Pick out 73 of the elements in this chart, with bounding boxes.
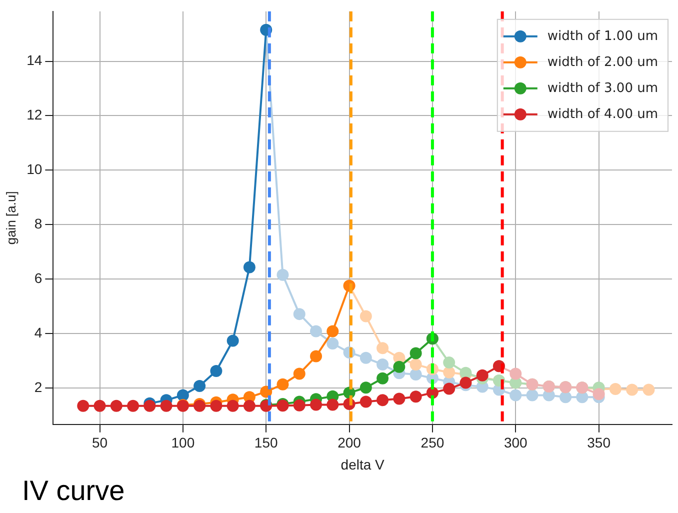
x-tick-label: 150 bbox=[254, 434, 278, 451]
y-tick-label: 10 bbox=[26, 161, 42, 178]
point bbox=[127, 400, 140, 412]
point bbox=[560, 391, 572, 404]
point bbox=[310, 398, 322, 411]
point bbox=[410, 390, 422, 403]
point bbox=[226, 400, 239, 412]
point bbox=[393, 392, 406, 405]
point bbox=[276, 268, 289, 281]
point bbox=[326, 325, 339, 338]
point bbox=[443, 382, 456, 395]
point bbox=[393, 360, 406, 373]
point bbox=[360, 382, 372, 394]
point bbox=[293, 308, 306, 320]
point bbox=[326, 398, 339, 411]
point bbox=[94, 400, 106, 412]
y-tick-label: 14 bbox=[26, 52, 42, 68]
point bbox=[510, 389, 522, 402]
text: IV curve bbox=[22, 474, 125, 508]
x-tick-label: 350 bbox=[587, 434, 611, 451]
point bbox=[609, 382, 622, 395]
point bbox=[360, 310, 372, 322]
x-tick-label: 50 bbox=[92, 434, 108, 451]
point bbox=[443, 356, 456, 369]
point bbox=[310, 325, 322, 338]
point bbox=[376, 358, 389, 370]
point bbox=[110, 400, 122, 412]
legend-label: width of 3.00 um bbox=[547, 80, 658, 96]
point bbox=[642, 384, 655, 396]
point bbox=[293, 399, 306, 412]
point bbox=[476, 369, 488, 382]
point bbox=[160, 400, 172, 412]
point bbox=[410, 358, 422, 370]
point bbox=[243, 261, 256, 274]
legend-label: width of 2.00 um bbox=[547, 54, 658, 70]
x-tick-label: 100 bbox=[171, 434, 195, 451]
point bbox=[77, 400, 90, 412]
point bbox=[326, 337, 339, 350]
legend-label: width of 4.00 um bbox=[547, 106, 658, 122]
point bbox=[460, 376, 472, 389]
x-axis-title: delta V bbox=[340, 456, 386, 472]
point bbox=[510, 368, 522, 380]
point bbox=[443, 366, 456, 378]
point bbox=[376, 394, 389, 406]
point bbox=[360, 396, 372, 408]
point bbox=[144, 400, 156, 412]
y-tick-label: 2 bbox=[34, 379, 42, 396]
point bbox=[376, 342, 389, 354]
point bbox=[376, 372, 389, 384]
point bbox=[360, 352, 372, 364]
y-tick-label: 8 bbox=[34, 216, 42, 232]
x-tick-label: 200 bbox=[338, 434, 362, 451]
y-tick-label: 6 bbox=[34, 270, 42, 286]
point bbox=[276, 378, 289, 390]
point bbox=[626, 384, 638, 396]
point bbox=[592, 388, 605, 400]
y-axis-title: gain [a.u] bbox=[3, 191, 18, 245]
y-tick-label: 4 bbox=[34, 324, 42, 341]
y-tick-label: 12 bbox=[26, 106, 42, 123]
x-tick-label: 300 bbox=[504, 434, 528, 451]
point bbox=[293, 368, 306, 380]
point bbox=[226, 334, 239, 347]
point bbox=[526, 389, 538, 402]
point bbox=[410, 347, 422, 360]
point bbox=[310, 350, 322, 362]
point bbox=[260, 386, 272, 398]
x-tick-label: 250 bbox=[420, 434, 444, 451]
legend-label: width of 1.00 um bbox=[547, 28, 658, 44]
point bbox=[243, 400, 256, 412]
point bbox=[410, 368, 422, 381]
point bbox=[210, 365, 222, 378]
point bbox=[210, 400, 222, 412]
point bbox=[194, 380, 206, 392]
